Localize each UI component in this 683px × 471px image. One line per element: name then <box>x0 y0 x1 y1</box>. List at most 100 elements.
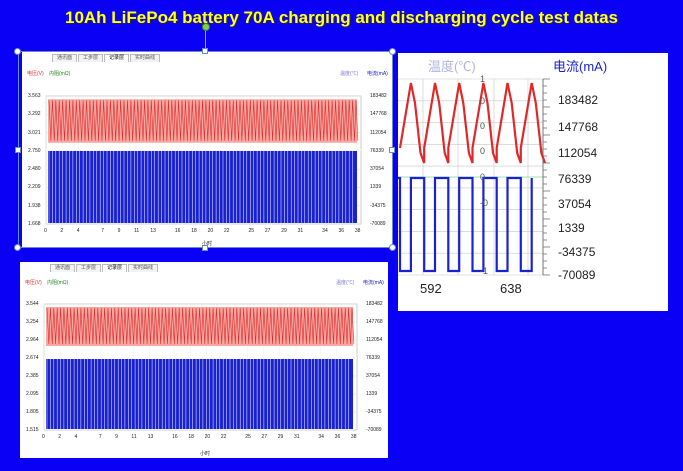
current-line <box>398 176 533 273</box>
legend-temperature: 温度(℃) <box>340 71 359 77</box>
resize-handle-bl[interactable] <box>14 244 21 251</box>
tab-records[interactable]: 记录层 <box>104 54 130 62</box>
x-axis-label: 小时 <box>200 451 211 457</box>
temp-tick: 0 <box>480 121 486 131</box>
x-tick: 2 <box>60 228 64 234</box>
rotate-handle[interactable] <box>202 23 210 31</box>
x-tick: 16 <box>172 434 178 440</box>
right-y-tick: 147768 <box>558 120 599 134</box>
right-y-tick: 37054 <box>370 166 384 173</box>
tab-records[interactable]: 记录层 <box>102 264 128 272</box>
slide-title: 10Ah LiFePo4 battery 70A charging and di… <box>65 8 618 27</box>
left-y-tick: 3.021 <box>28 129 41 136</box>
zoom-legend-temperature: 温度(℃) <box>428 59 476 74</box>
temp-tick: 0 <box>480 172 486 182</box>
x-tick: 13 <box>147 434 154 440</box>
x-tick: 4 <box>74 434 78 440</box>
x-tick: 7 <box>101 228 105 234</box>
x-tick: 36 <box>338 228 345 234</box>
legend-resistance: 内阻(mΩ) <box>49 71 71 77</box>
right-y-tick: 1339 <box>558 221 585 235</box>
right-y-tick: -34375 <box>370 202 386 209</box>
right-y-tick: -70089 <box>366 427 382 433</box>
right-y-tick: 147768 <box>370 111 387 118</box>
selection-frame <box>18 51 393 248</box>
resize-handle-tl[interactable] <box>14 48 21 55</box>
resize-handle-b[interactable] <box>202 245 208 251</box>
voltage-line <box>48 100 359 141</box>
current-line <box>46 359 349 429</box>
right-y-tick: -70089 <box>370 221 386 227</box>
x-tick: 9 <box>115 434 118 440</box>
x-tick: 38 <box>350 434 357 440</box>
x-tick: 27 <box>261 434 268 440</box>
right-y-tick: 183482 <box>366 301 383 307</box>
right-y-tick: 1339 <box>366 391 378 397</box>
left-y-tick: 2.674 <box>26 355 39 361</box>
right-y-tick: -34375 <box>366 409 382 415</box>
rotate-stem <box>205 31 206 51</box>
left-y-tick: 3.544 <box>26 301 39 307</box>
x-tick: 7 <box>98 434 102 440</box>
tab-realtime[interactable]: 实时曲线 <box>130 54 161 62</box>
x-axis-label: 小时 <box>202 241 213 247</box>
resize-handle-br[interactable] <box>389 244 396 251</box>
x-tick: 29 <box>281 228 287 234</box>
resize-handle-l[interactable] <box>15 147 21 153</box>
right-y-tick: 183482 <box>558 93 599 107</box>
x-tick: 22 <box>224 228 230 234</box>
x-tick: 38 <box>354 228 361 234</box>
x-tick: 11 <box>134 228 140 234</box>
x-tick: 25 <box>245 434 251 440</box>
chart-panel-top[interactable]: 通讯面 工步层 记录层 实时曲线 电压(V) 内阻(mΩ) 温度(℃) 电流(mA) … <box>22 52 393 248</box>
temp-tick: 0 <box>480 146 486 156</box>
x-tick: 25 <box>248 228 255 234</box>
legend-temperature: 温度(℃) <box>336 280 355 286</box>
cycle-chart-top <box>45 95 362 225</box>
x-tick: 4 <box>76 228 80 234</box>
tab-comm[interactable]: 通讯面 <box>52 54 78 62</box>
temp-tick: 1 <box>480 74 486 84</box>
x-tick: 638 <box>500 281 522 296</box>
tab-comm[interactable]: 通讯面 <box>50 264 76 272</box>
tab-bar: 通讯面 工步层 记录层 实时曲线 <box>52 54 161 62</box>
legend-voltage: 电压(V) <box>25 280 42 286</box>
cycle-chart-bottom <box>43 303 358 431</box>
left-y-tick: 2.750 <box>28 147 41 154</box>
tab-realtime[interactable]: 实时曲线 <box>128 264 159 272</box>
x-tick: 34 <box>318 434 324 440</box>
tab-steps[interactable]: 工步层 <box>78 54 104 62</box>
x-tick: 31 <box>294 434 300 440</box>
resize-handle-t[interactable] <box>202 48 208 54</box>
right-y-tick: 1339 <box>370 184 382 191</box>
x-tick: 11 <box>131 434 137 440</box>
zoom-legend-current: 电流(mA) <box>553 59 608 74</box>
right-y-tick: -70089 <box>558 268 596 282</box>
x-tick: 34 <box>322 228 328 234</box>
chart-panel-bottom[interactable]: 通讯面 工步层 记录层 实时曲线 电压(V) 内阻(mΩ) 温度(℃) 电流(mA) … <box>20 262 388 458</box>
x-tick: 592 <box>420 281 442 296</box>
left-y-tick: 2.095 <box>26 391 39 397</box>
left-y-tick: 1.805 <box>26 409 39 415</box>
resize-handle-r[interactable] <box>389 147 395 153</box>
right-y-tick: 76339 <box>366 355 380 361</box>
x-tick: 27 <box>264 228 271 234</box>
x-tick: 29 <box>277 434 284 440</box>
x-tick: 0 <box>44 228 47 234</box>
legend-voltage: 电压(V) <box>27 71 44 77</box>
x-tick: 20 <box>207 228 214 234</box>
left-y-tick: 3.292 <box>28 111 41 118</box>
left-y-tick: 1.668 <box>28 221 41 227</box>
cycle-chart-zoom <box>398 78 550 276</box>
resize-handle-tr[interactable] <box>389 48 396 55</box>
right-y-tick: 147768 <box>366 319 383 325</box>
temp-tick: 0 <box>480 96 486 106</box>
right-y-tick: 112054 <box>558 146 598 160</box>
chart-panel-zoom[interactable]: 温度(℃) 电流(mA) 1 0 0 0 0 -0 -1 183482 147768 112054… <box>398 53 668 311</box>
tab-steps[interactable]: 工步层 <box>76 264 102 272</box>
x-tick: 36 <box>334 434 341 440</box>
right-y-tick: 37054 <box>366 373 380 379</box>
voltage-line <box>46 307 355 345</box>
voltage-line <box>398 82 547 164</box>
temp-tick: -1 <box>480 266 489 276</box>
